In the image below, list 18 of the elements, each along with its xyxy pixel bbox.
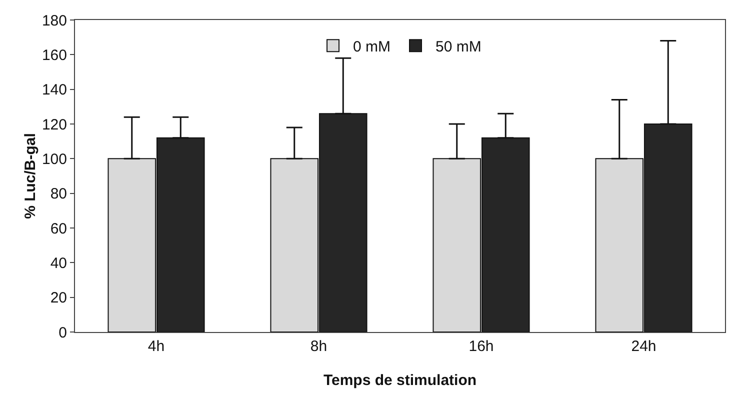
x-tick-label: 24h <box>631 338 656 355</box>
y-tick-label: 160 <box>42 46 67 64</box>
y-tick-label: 0 <box>58 324 67 342</box>
y-tick-label: 40 <box>50 254 67 272</box>
y-tick-label: 140 <box>42 82 67 99</box>
y-tick-label: 180 <box>42 12 67 30</box>
legend-label: 0 mM <box>353 38 390 56</box>
y-tick-label: 20 <box>50 290 67 307</box>
y-tick-label: 80 <box>50 186 67 203</box>
legend-label: 50 mM <box>436 38 482 56</box>
y-axis-title: % Luc/B-gal <box>22 133 39 219</box>
x-tick-label: 4h <box>148 338 165 355</box>
x-axis-title: Temps de stimulation <box>323 372 477 389</box>
x-tick-label: 8h <box>310 338 328 355</box>
x-tick-label: 16h <box>468 338 494 355</box>
y-tick-label: 60 <box>50 220 67 238</box>
y-tick-label: 120 <box>42 116 67 134</box>
y-tick-label: 100 <box>42 150 67 168</box>
